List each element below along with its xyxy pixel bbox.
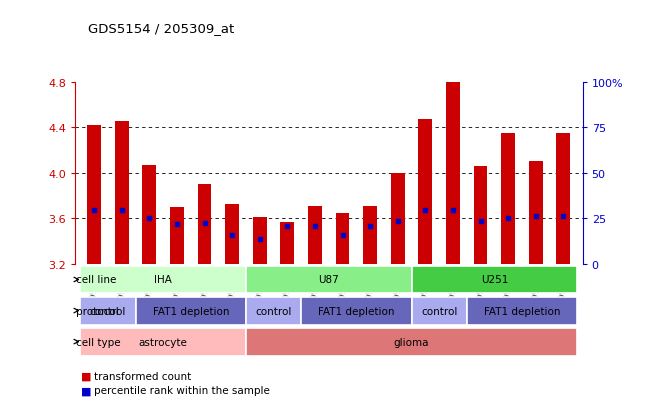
Bar [391,173,405,264]
Text: ■: ■ [81,371,92,381]
Text: percentile rank within the sample: percentile rank within the sample [94,385,270,395]
Bar [170,207,184,264]
Text: FAT1 depletion: FAT1 depletion [318,306,395,316]
Bar [411,266,577,294]
Text: control: control [255,306,292,316]
Bar [80,328,246,356]
Text: cell type: cell type [76,337,121,347]
Bar [363,206,377,264]
Text: U251: U251 [480,275,508,285]
Bar [467,297,577,325]
Bar [419,120,432,264]
Bar [501,134,515,264]
Bar [80,266,246,294]
Bar [308,206,322,264]
Text: FAT1 depletion: FAT1 depletion [152,306,229,316]
Bar [246,297,301,325]
Bar [529,162,543,264]
Text: ■: ■ [81,385,92,395]
Bar [225,204,239,264]
Bar [411,297,467,325]
Bar [198,185,212,264]
Text: IHA: IHA [154,275,172,285]
Bar [80,297,135,325]
Bar [474,166,488,264]
Bar [301,297,411,325]
Bar [446,83,460,264]
Text: astrocyte: astrocyte [139,337,187,347]
Text: protocol: protocol [76,306,119,316]
Bar [135,297,246,325]
Bar [336,213,350,264]
Bar [246,266,411,294]
Text: control: control [421,306,458,316]
Text: transformed count: transformed count [94,371,191,381]
Text: cell line: cell line [76,275,117,285]
Text: control: control [90,306,126,316]
Bar [281,222,294,264]
Text: U87: U87 [318,275,339,285]
Bar [246,328,577,356]
Text: FAT1 depletion: FAT1 depletion [484,306,560,316]
Text: glioma: glioma [394,337,429,347]
Bar [115,121,129,264]
Bar [87,126,101,264]
Bar [557,134,570,264]
Text: GDS5154 / 205309_at: GDS5154 / 205309_at [88,22,234,35]
Bar [143,166,156,264]
Bar [253,218,267,264]
